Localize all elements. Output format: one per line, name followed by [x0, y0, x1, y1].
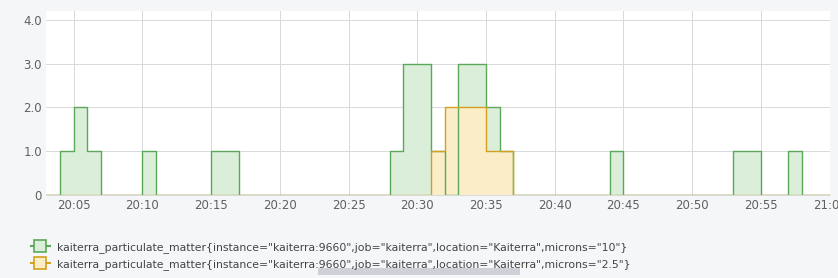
Legend: kaiterra_particulate_matter{instance="kaiterra:9660",job="kaiterra",location="Ka: kaiterra_particulate_matter{instance="ka… — [30, 242, 630, 270]
